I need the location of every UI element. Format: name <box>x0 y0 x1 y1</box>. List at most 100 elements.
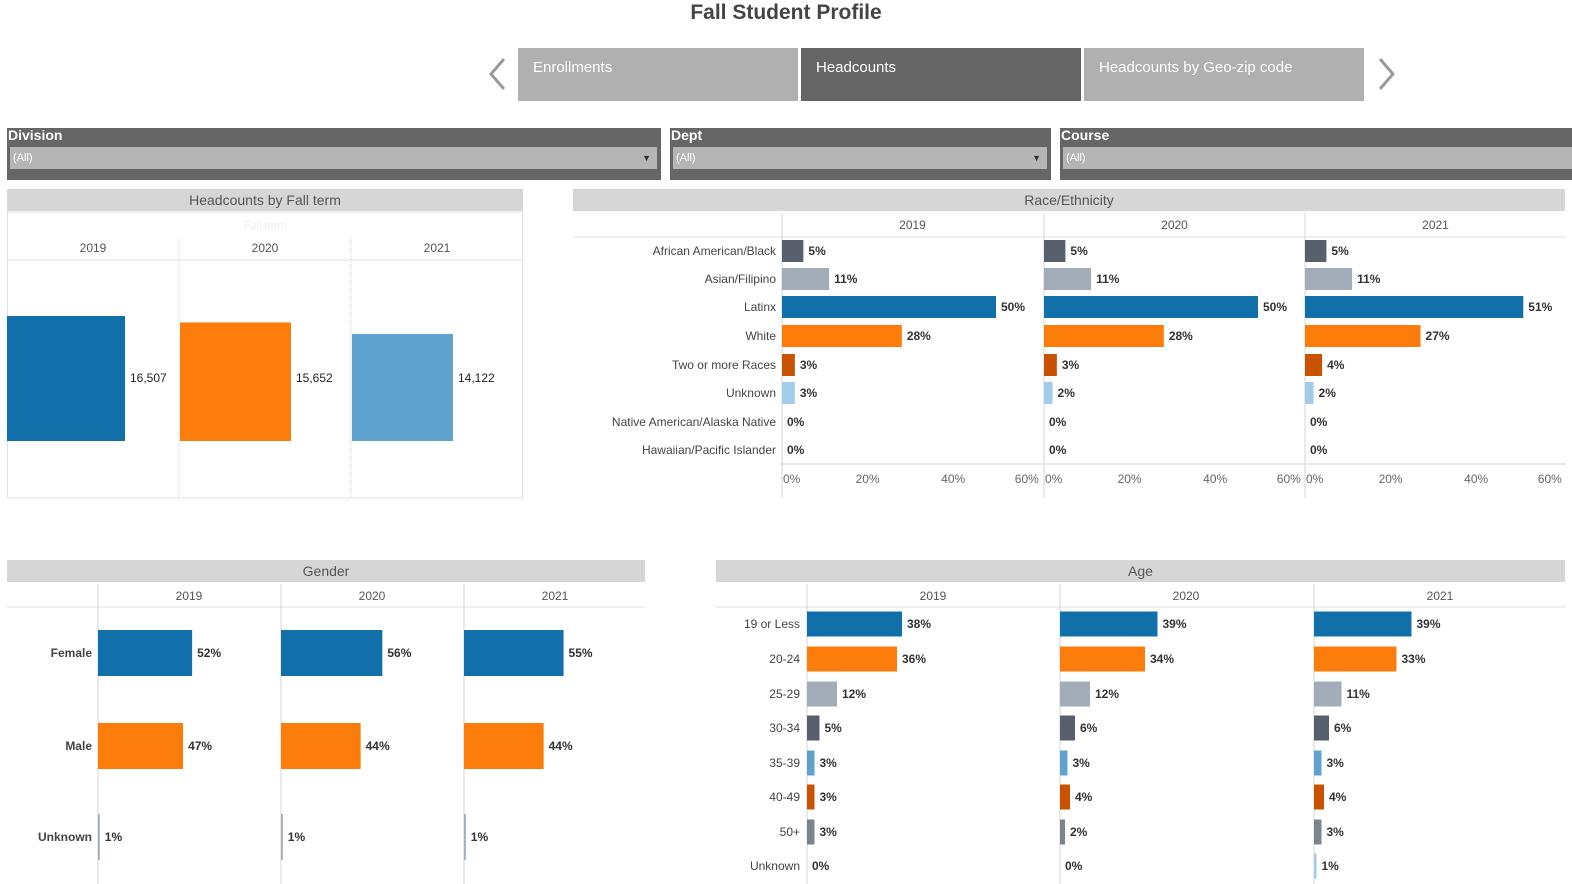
age-value-label-2019-50: 3% <box>820 825 838 839</box>
age-row-label-19-or-less: 19 or Less <box>744 617 800 631</box>
race-value-label-2021-hawaiian-pacific-islander: 0% <box>1310 443 1328 457</box>
previous-arrow-icon[interactable] <box>484 52 514 96</box>
race-tick-label-2019-2: 40% <box>941 472 965 486</box>
age-row-label-unknown: Unknown <box>750 859 800 873</box>
race-value-label-2020-african-american-black: 5% <box>1070 244 1088 258</box>
race-value-label-2020-native-american-alaska-native: 0% <box>1049 415 1067 429</box>
age-bar-2019-20-24 <box>807 646 897 672</box>
headcounts-value-label-2020: 15,652 <box>296 371 333 385</box>
race-value-label-2019-two-or-more-races: 3% <box>800 358 818 372</box>
race-tick-label-2021-2: 40% <box>1464 472 1488 486</box>
age-row-label-50: 50+ <box>780 825 800 839</box>
age-value-label-2021-30-34: 6% <box>1334 721 1352 735</box>
headcounts-year-label-2019: 2019 <box>80 241 107 255</box>
race-bar-2021-latinx <box>1305 296 1524 318</box>
headcounts-year-label-2020: 2020 <box>252 241 279 255</box>
race-bar-2020-white <box>1044 325 1164 347</box>
race-value-label-2021-two-or-more-races: 4% <box>1327 358 1345 372</box>
division-filter-label: Division <box>8 127 63 143</box>
age-value-label-2021-19-or-less: 39% <box>1417 617 1441 631</box>
age-value-label-2021-20-24: 33% <box>1402 652 1426 666</box>
age-value-label-2020-30-34: 6% <box>1080 721 1098 735</box>
age-row-label-35-39: 35-39 <box>769 756 800 770</box>
race-value-label-2019-asian-filipino: 11% <box>834 272 858 286</box>
gender-bar-2021-unknown <box>464 814 466 860</box>
race-value-label-2020-asian-filipino: 11% <box>1096 272 1120 286</box>
gender-value-label-2019-female: 52% <box>197 646 221 660</box>
headcounts-bar-2020 <box>180 322 291 441</box>
age-value-label-2021-40-49: 4% <box>1329 790 1347 804</box>
race-value-label-2020-latinx: 50% <box>1263 300 1287 314</box>
gender-bar-2021-female <box>464 630 564 676</box>
headcounts-bar-2019 <box>7 316 125 441</box>
race-row-label-asian-filipino: Asian/Filipino <box>705 272 777 286</box>
race-value-label-2019-native-american-alaska-native: 0% <box>787 415 805 429</box>
age-value-label-2019-30-34: 5% <box>825 721 843 735</box>
race-tick-label-2021-3: 60% <box>1538 472 1562 486</box>
race-tick-label-2020-1: 20% <box>1118 472 1142 486</box>
age-bar-2019-25-29 <box>807 681 837 707</box>
chevron-down-icon: ▼ <box>642 153 651 163</box>
next-arrow-icon[interactable] <box>1372 52 1402 96</box>
age-panel-title: Age <box>716 560 1565 582</box>
race-bar-2020-asian-filipino <box>1044 268 1092 290</box>
age-bar-2020-35-39 <box>1060 750 1068 776</box>
division-select-value: (All) <box>13 152 33 164</box>
age-value-label-2021-unknown: 1% <box>1322 859 1340 873</box>
age-value-label-2020-40-49: 4% <box>1075 790 1093 804</box>
race-bar-2019-african-american-black <box>782 240 804 262</box>
age-value-label-2019-19-or-less: 38% <box>907 617 931 631</box>
race-bar-2021-unknown <box>1305 382 1314 404</box>
tab-headcounts-geo-zip[interactable]: Headcounts by Geo-zip code <box>1084 48 1364 101</box>
gender-bar-2019-male <box>98 723 184 769</box>
age-bar-2021-50 <box>1314 819 1322 845</box>
race-row-label-latinx: Latinx <box>744 300 776 314</box>
gender-value-label-2021-unknown: 1% <box>471 830 489 844</box>
race-value-label-2020-two-or-more-races: 3% <box>1062 358 1080 372</box>
age-value-label-2020-19-or-less: 39% <box>1163 617 1187 631</box>
race-bar-2020-latinx <box>1044 296 1258 318</box>
age-value-label-2020-50: 2% <box>1070 825 1088 839</box>
tab-headcounts[interactable]: Headcounts <box>801 48 1081 101</box>
headcounts-column-header: Fall term <box>244 220 287 232</box>
race-value-label-2020-white: 28% <box>1169 329 1193 343</box>
tab-enrollments[interactable]: Enrollments <box>518 48 798 101</box>
race-value-label-2019-african-american-black: 5% <box>808 244 826 258</box>
age-value-label-2021-35-39: 3% <box>1327 756 1345 770</box>
race-tick-label-2019-3: 60% <box>1015 472 1039 486</box>
age-value-label-2019-unknown: 0% <box>812 859 830 873</box>
age-bar-2019-50 <box>807 819 815 845</box>
race-year-label-2019: 2019 <box>899 218 926 232</box>
division-select[interactable]: (All) ▼ <box>10 147 657 169</box>
gender-row-label-unknown: Unknown <box>38 830 92 844</box>
age-value-label-2019-40-49: 3% <box>820 790 838 804</box>
gender-value-label-2021-female: 55% <box>569 646 593 660</box>
headcounts-bar-2021 <box>352 334 453 441</box>
age-value-label-2021-50: 3% <box>1327 825 1345 839</box>
race-row-label-african-american-black: African American/Black <box>653 244 777 258</box>
course-select[interactable]: (All) <box>1063 147 1572 169</box>
gender-bar-2020-male <box>281 723 361 769</box>
dept-select[interactable]: (All) ▼ <box>673 147 1047 169</box>
age-bar-2019-30-34 <box>807 715 820 741</box>
race-bar-2021-white <box>1305 325 1421 347</box>
age-value-label-2019-20-24: 36% <box>902 652 926 666</box>
age-bar-2021-unknown <box>1314 853 1317 879</box>
age-bar-2021-19-or-less <box>1314 611 1412 637</box>
race-value-label-2021-asian-filipino: 11% <box>1357 272 1381 286</box>
age-value-label-2020-35-39: 3% <box>1073 756 1091 770</box>
age-value-label-2019-25-29: 12% <box>842 687 866 701</box>
course-select-value: (All) <box>1066 152 1086 164</box>
course-filter-label: Course <box>1061 127 1110 143</box>
headcounts-year-label-2021: 2021 <box>424 241 451 255</box>
gender-year-label-2020: 2020 <box>359 589 386 603</box>
gender-bar-2019-female <box>98 630 193 676</box>
age-value-label-2020-20-24: 34% <box>1150 652 1174 666</box>
race-panel-title: Race/Ethnicity <box>573 189 1565 211</box>
race-bar-2021-african-american-black <box>1305 240 1327 262</box>
age-bar-2021-25-29 <box>1314 681 1342 707</box>
age-bar-2020-20-24 <box>1060 646 1145 672</box>
age-row-label-40-49: 40-49 <box>769 790 800 804</box>
age-bar-2019-35-39 <box>807 750 815 776</box>
age-bar-2019-40-49 <box>807 784 815 810</box>
